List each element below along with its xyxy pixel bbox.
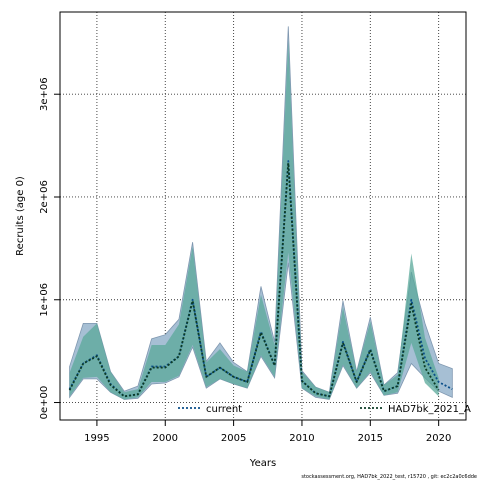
y-axis-ticks: 0e+00 1e+06 2e+06 3e+06 — [39, 77, 60, 419]
legend-label-1: current — [206, 404, 242, 415]
x-tick-label: 2000 — [153, 433, 178, 444]
y-tick-label: 3e+06 — [39, 77, 50, 111]
y-tick-label: 1e+06 — [39, 283, 50, 317]
confidence-band-2 — [69, 39, 439, 400]
x-axis-label: Years — [249, 458, 276, 469]
legend: current HAD7bk_2021_A — [178, 404, 471, 415]
footer-note: stockassessment.org, HAD7bk_2022_test, r… — [301, 474, 477, 480]
x-tick-label: 2020 — [426, 433, 451, 444]
legend-label-2: HAD7bk_2021_A — [388, 404, 471, 415]
y-tick-label: 2e+06 — [39, 180, 50, 214]
series-line-2 — [68, 162, 440, 398]
x-tick-label: 1995 — [84, 433, 109, 444]
x-tick-label: 2015 — [358, 433, 383, 444]
x-tick-label: 2010 — [289, 433, 314, 444]
plot-frame — [59, 11, 467, 421]
x-tick-label: 2005 — [221, 433, 246, 444]
series-lines — [68, 160, 453, 398]
y-axis-label: Recruits (age 0) — [15, 176, 26, 256]
y-tick-label: 0e+00 — [39, 386, 50, 420]
series-line-1 — [68, 160, 453, 398]
confidence-bands — [69, 26, 453, 400]
x-axis-ticks: 1995 2000 2005 2010 2015 2020 — [84, 420, 451, 444]
